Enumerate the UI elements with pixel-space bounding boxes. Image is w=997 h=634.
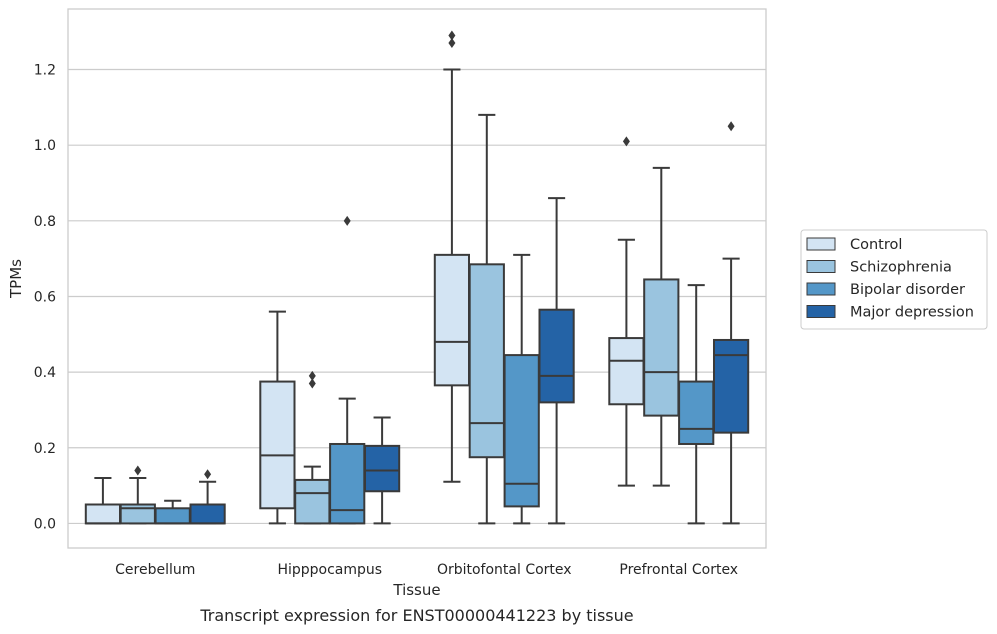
- y-tick-label: 0.0: [34, 516, 56, 532]
- box-body: [468, 263, 505, 459]
- series-control: [84, 30, 645, 525]
- legend-frame: [800, 229, 988, 330]
- outlier-point: [134, 465, 142, 476]
- x-tick-label: Prefrontal Cortex: [619, 562, 738, 578]
- legend-label: Schizophrenia: [850, 260, 952, 276]
- legend: Control Schizophrenia Bipolar disorder Majo…: [800, 229, 988, 330]
- box-body: [259, 380, 296, 510]
- outlier-point: [343, 215, 351, 226]
- box: [712, 121, 750, 525]
- box: [678, 284, 715, 525]
- box: [84, 477, 122, 525]
- legend-swatch: [806, 305, 836, 318]
- box-body: [608, 337, 645, 406]
- box-body: [712, 338, 750, 434]
- box-body: [363, 444, 401, 493]
- outlier-point: [308, 370, 316, 381]
- plot-area-frame: [67, 8, 767, 549]
- x-tick-label: Cerebellum: [115, 562, 195, 578]
- box-plot-series: [84, 30, 750, 525]
- box-body: [678, 380, 715, 445]
- y-tick-label: 0.2: [34, 441, 56, 457]
- box: [503, 253, 540, 525]
- box: [433, 30, 471, 483]
- box-body: [538, 308, 575, 404]
- box: [119, 465, 156, 525]
- outlier-point: [448, 38, 456, 49]
- y-tick-label: 0.8: [34, 214, 56, 230]
- box: [608, 136, 645, 487]
- box-body: [503, 354, 540, 508]
- box-body: [643, 278, 680, 417]
- box: [189, 469, 226, 525]
- outlier-point: [727, 121, 735, 132]
- figure-caption: Transcript expression for ENST0000044122…: [200, 606, 634, 625]
- box-body: [84, 503, 122, 525]
- y-tick-label: 0.4: [34, 365, 56, 381]
- x-tick-label: Hipppocampus: [277, 562, 382, 578]
- box: [329, 215, 366, 525]
- legend-label: Control: [850, 237, 902, 253]
- box: [363, 416, 401, 525]
- outlier-point: [622, 136, 630, 147]
- series-major-depression: [189, 121, 750, 525]
- box: [259, 310, 296, 525]
- legend-label: Bipolar disorder: [850, 282, 965, 298]
- legend-swatch: [806, 237, 836, 251]
- x-tick-label: Orbitofontal Cortex: [437, 562, 572, 578]
- outlier-point: [448, 30, 456, 41]
- grid-lines: [68, 68, 766, 525]
- series-schizophrenia: [119, 113, 680, 525]
- box-body: [294, 478, 331, 525]
- box-body: [329, 442, 366, 525]
- box-body: [433, 253, 471, 387]
- legend-swatch: [806, 282, 836, 296]
- y-tick-label: 1.2: [34, 63, 56, 79]
- box: [154, 499, 191, 525]
- y-tick-label: 1.0: [34, 138, 56, 154]
- box: [468, 113, 505, 525]
- outlier-point: [204, 469, 212, 480]
- legend-label: Major depression: [850, 305, 974, 321]
- outlier-point: [308, 378, 316, 389]
- box: [294, 370, 331, 525]
- x-axis-label: Tissue: [392, 581, 440, 599]
- box: [538, 197, 575, 525]
- x-axis-ticks: Cerebellum Hipppocampus Orbitofontal Corte…: [115, 562, 738, 578]
- box-body: [189, 503, 226, 525]
- legend-swatch: [806, 260, 836, 273]
- y-axis-label: TPMs: [7, 259, 25, 299]
- y-tick-label: 0.6: [34, 289, 56, 305]
- box: [643, 166, 680, 487]
- y-axis-ticks: 0.0 0.2 0.4 0.6 0.8 1.0 1.2: [34, 63, 56, 533]
- box-body: [154, 507, 191, 525]
